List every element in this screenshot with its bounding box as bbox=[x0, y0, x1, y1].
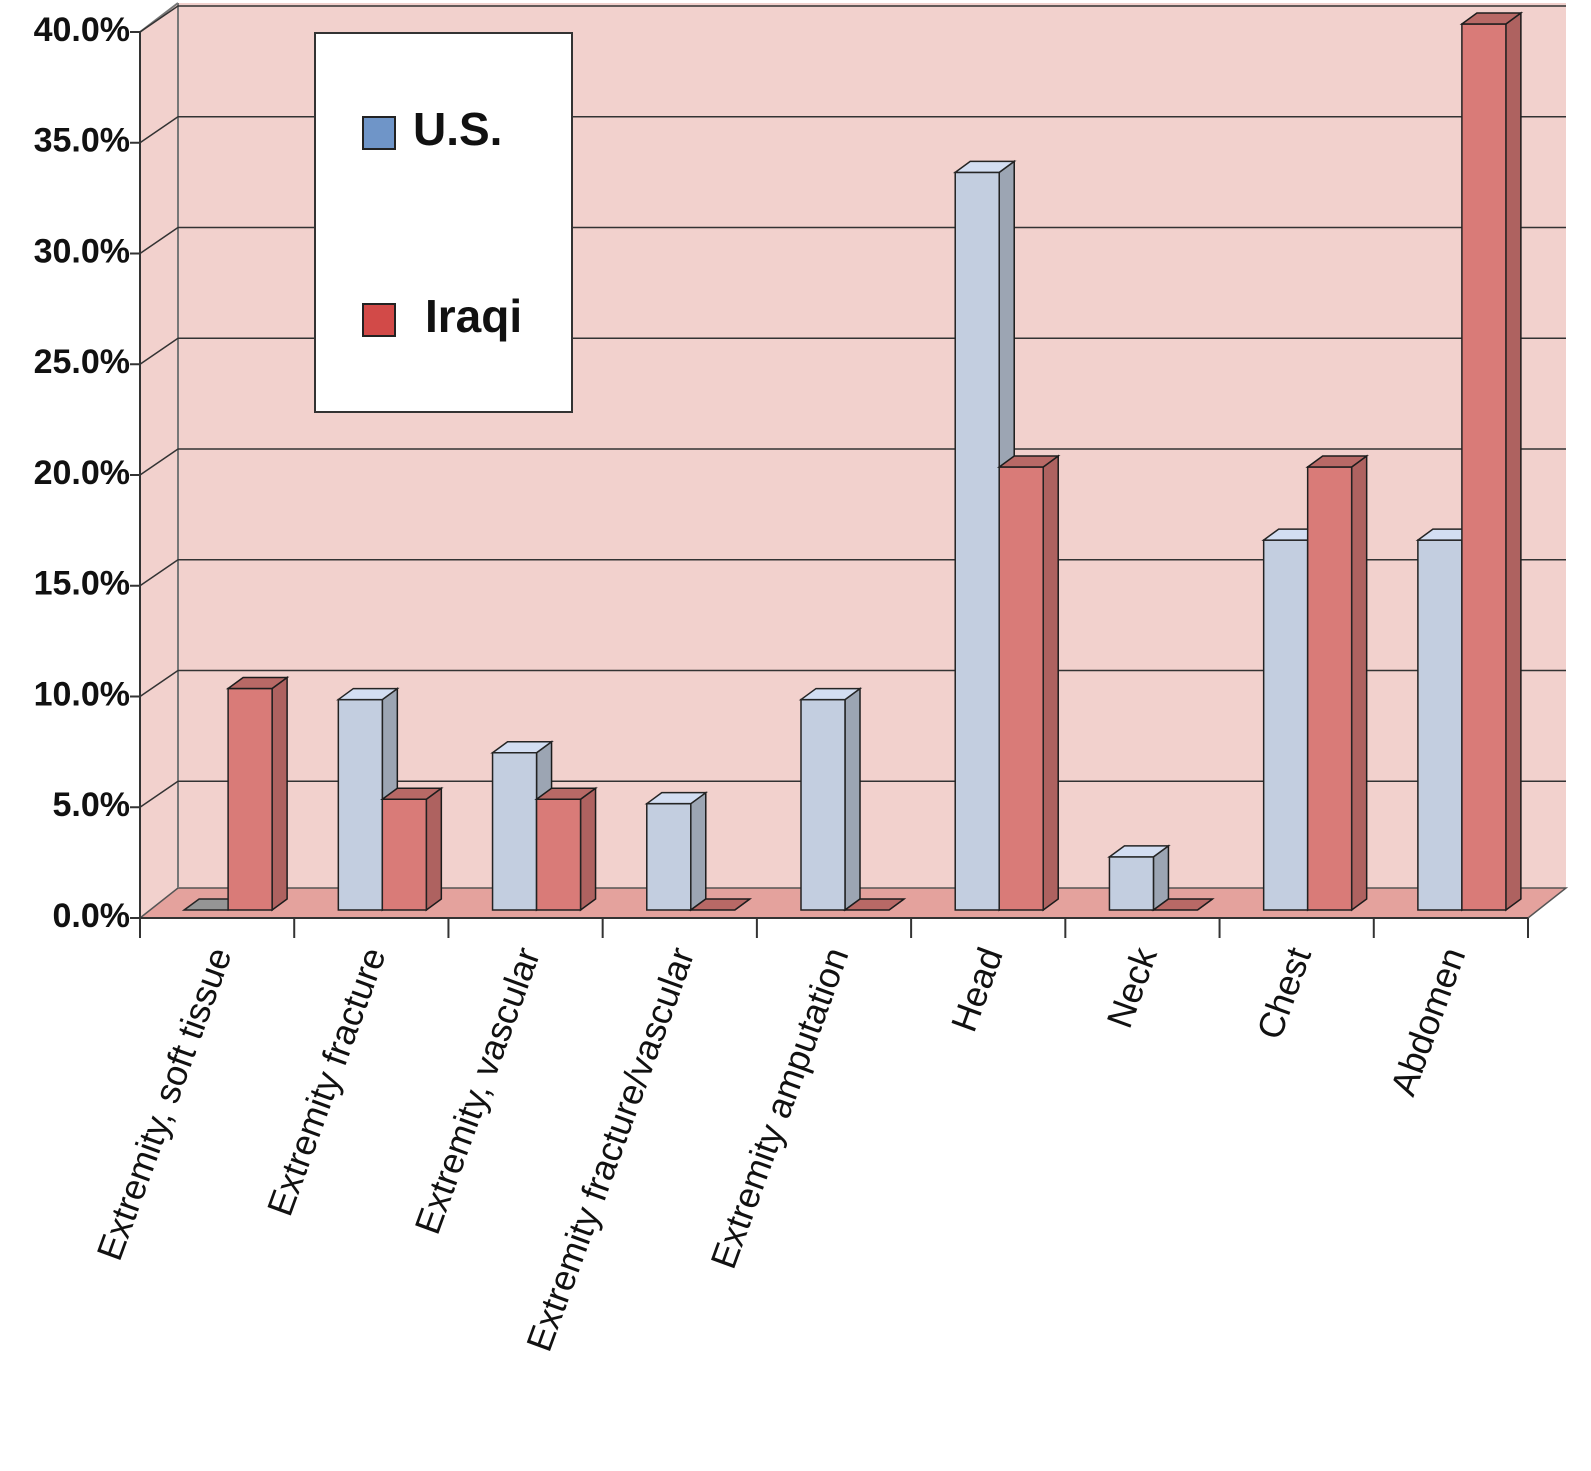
bar bbox=[644, 791, 709, 912]
bar-top bbox=[1151, 898, 1215, 911]
bar-front bbox=[1417, 539, 1463, 911]
bar-top bbox=[336, 687, 400, 701]
legend-swatch bbox=[362, 116, 396, 150]
bar bbox=[1151, 898, 1215, 911]
legend-label: U.S. bbox=[413, 103, 502, 155]
x-tick-label: Extremity, vascular bbox=[406, 942, 548, 1239]
bar-front bbox=[227, 687, 273, 911]
y-tick-label: 15.0% bbox=[34, 565, 130, 603]
bar-side bbox=[844, 687, 861, 912]
grid-line bbox=[139, 116, 179, 144]
bar bbox=[1107, 844, 1171, 912]
bar-top bbox=[952, 160, 1017, 174]
bar-front bbox=[800, 698, 846, 911]
x-tick-label: Neck bbox=[1098, 941, 1165, 1033]
bar-front bbox=[337, 698, 384, 911]
y-tick-label: 35.0% bbox=[34, 122, 130, 160]
bar bbox=[1459, 11, 1524, 912]
bar bbox=[225, 676, 290, 912]
bar bbox=[842, 898, 907, 911]
bar-top bbox=[1305, 455, 1369, 468]
bar-front bbox=[646, 802, 692, 911]
bar-front bbox=[954, 171, 1000, 911]
x-tick-label: Extremity fracture/vascular bbox=[518, 942, 702, 1356]
bar-front bbox=[381, 798, 428, 911]
bar-side bbox=[690, 791, 707, 912]
grid-line bbox=[139, 669, 179, 698]
y-tick-label: 30.0% bbox=[34, 232, 130, 270]
grid-line bbox=[139, 337, 179, 365]
grid-line bbox=[139, 559, 179, 587]
bar-top bbox=[225, 676, 290, 690]
bar-top bbox=[996, 455, 1061, 468]
x-tick-label: Chest bbox=[1248, 942, 1319, 1044]
y-tick-label: 5.0% bbox=[53, 786, 131, 824]
bar-top bbox=[842, 898, 907, 911]
x-tick-label: Abdomen bbox=[1382, 942, 1473, 1101]
bar-top bbox=[798, 687, 863, 701]
x-tick-label: Extremity amputation bbox=[702, 942, 856, 1274]
bar-front bbox=[1108, 856, 1155, 911]
bar-side bbox=[1042, 454, 1059, 912]
grid-line bbox=[139, 448, 179, 476]
bar-top bbox=[1459, 12, 1524, 25]
bar-front bbox=[1461, 23, 1507, 911]
bar bbox=[996, 454, 1061, 912]
grid-line bbox=[139, 780, 179, 808]
bar-top bbox=[1107, 845, 1171, 858]
y-tick-label: 25.0% bbox=[34, 343, 130, 381]
bar bbox=[688, 898, 753, 911]
legend bbox=[314, 32, 573, 413]
bar-front bbox=[1262, 539, 1309, 911]
bar-side bbox=[1350, 454, 1368, 912]
bar-side bbox=[425, 786, 443, 912]
y-tick-label: 20.0% bbox=[34, 454, 130, 492]
bar bbox=[1305, 454, 1369, 912]
bar-top bbox=[688, 898, 753, 911]
bar bbox=[534, 786, 598, 912]
x-tick-label: Extremity, soft tissue bbox=[88, 942, 239, 1266]
bar-front bbox=[1306, 466, 1353, 911]
y-tick-label: 10.0% bbox=[34, 675, 130, 713]
grid-line bbox=[139, 5, 179, 33]
x-tick-label: Extremity fracture bbox=[259, 942, 394, 1221]
legend-label: Iraqi bbox=[425, 290, 522, 342]
bar-front bbox=[491, 751, 538, 911]
y-tick-label: 0.0% bbox=[53, 897, 131, 935]
x-tick-label: Head bbox=[943, 942, 1011, 1037]
bar-side bbox=[271, 676, 288, 912]
bar-top bbox=[534, 787, 598, 800]
grid-line bbox=[139, 226, 179, 255]
bar-top bbox=[490, 740, 554, 754]
legend-entries: U.S. Iraqi bbox=[362, 103, 522, 342]
bar-side bbox=[1505, 11, 1522, 912]
bar-front bbox=[998, 466, 1044, 911]
bar-top bbox=[644, 791, 709, 805]
bar-front bbox=[535, 798, 582, 911]
legend-swatch bbox=[362, 303, 396, 337]
y-tick-label: 40.0% bbox=[34, 11, 130, 49]
bar-top bbox=[380, 787, 444, 800]
bar-side bbox=[579, 786, 597, 912]
bars bbox=[181, 11, 1524, 912]
bar bbox=[380, 786, 444, 912]
bar bbox=[798, 687, 863, 912]
